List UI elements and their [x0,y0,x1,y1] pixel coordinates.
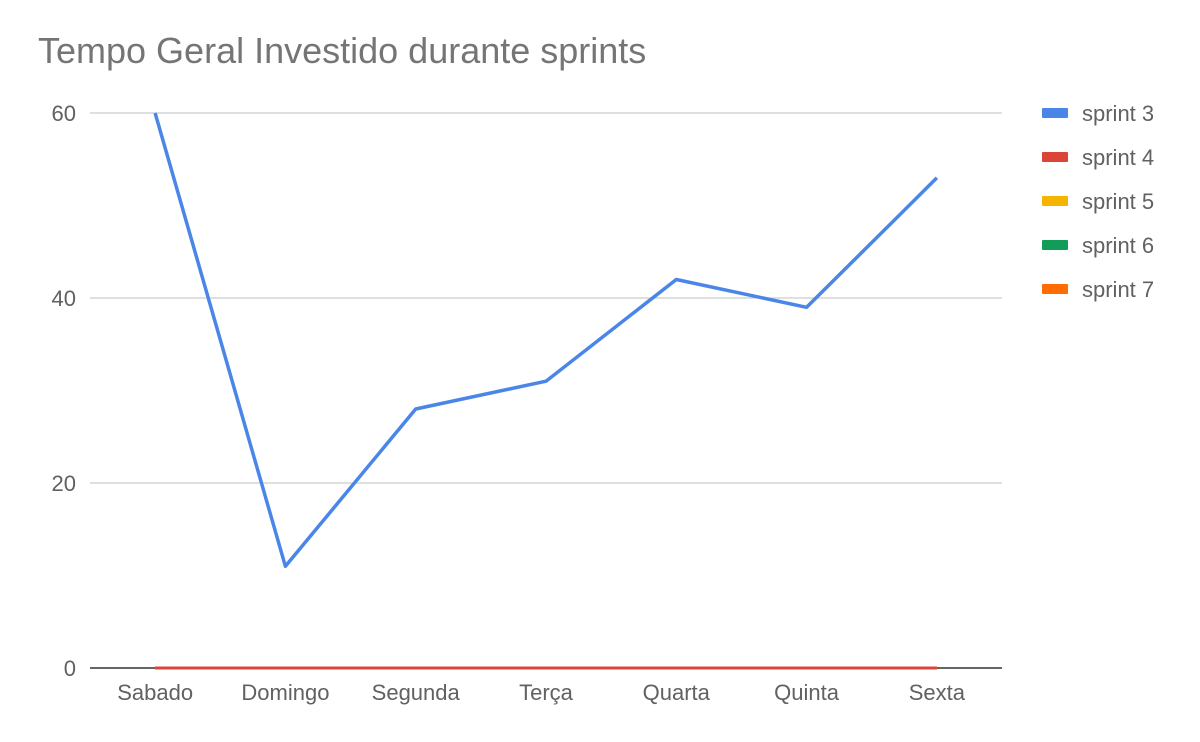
x-tick-label: Domingo [241,680,329,705]
x-tick-label: Quinta [774,680,840,705]
gridlines [90,112,1002,669]
legend-swatch-sprint-3 [1042,108,1068,118]
x-axis-labels: Sabado Domingo Segunda Terça Quarta Quinta Sex… [117,680,966,705]
y-tick-label: 60 [52,101,76,126]
legend-label: sprint 6 [1082,233,1154,258]
legend: sprint 3 sprint 4 sprint 5 sprint 6 sprint 7 [1042,101,1154,302]
y-axis-labels: 0 20 40 60 [52,101,76,681]
legend-swatch-sprint-7 [1042,284,1068,294]
x-tick-label: Sexta [909,680,966,705]
x-tick-label: Quarta [643,680,711,705]
legend-label: sprint 4 [1082,145,1154,170]
x-tick-label: Sabado [117,680,193,705]
y-tick-label: 40 [52,286,76,311]
y-tick-label: 20 [52,471,76,496]
series-line-sprint-3 [153,112,939,569]
x-tick-label: Segunda [372,680,461,705]
legend-swatch-sprint-6 [1042,240,1068,250]
chart-title: Tempo Geral Investido durante sprints [38,30,647,71]
series-lines [153,112,939,670]
legend-label: sprint 7 [1082,277,1154,302]
legend-swatch-sprint-5 [1042,196,1068,206]
legend-label: sprint 5 [1082,189,1154,214]
legend-label: sprint 3 [1082,101,1154,126]
y-tick-label: 0 [64,656,76,681]
legend-swatch-sprint-4 [1042,152,1068,162]
x-tick-label: Terça [519,680,574,705]
